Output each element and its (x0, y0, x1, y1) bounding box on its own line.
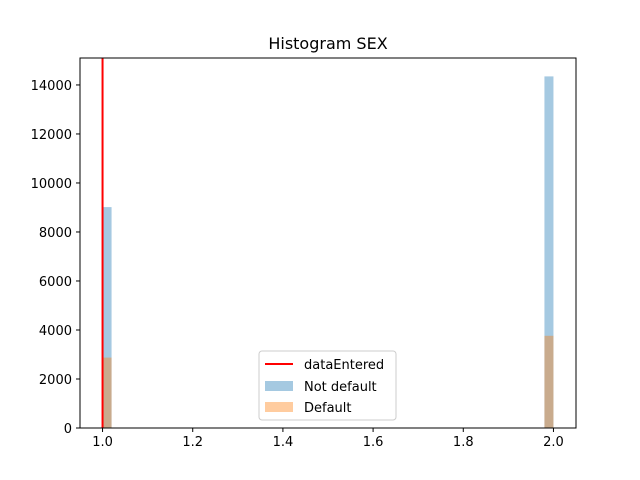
bars-layer (102, 76, 554, 429)
legend-label-data-entered: dataEntered (304, 358, 384, 373)
y-tick-label: 0 (64, 422, 72, 437)
histogram-bar-default-1 (544, 335, 554, 428)
y-tick-label: 4000 (39, 324, 72, 339)
legend-box (258, 350, 397, 421)
x-tick-label: 1.4 (273, 435, 294, 450)
histogram-bar-default-0 (102, 357, 112, 428)
y-axis: 0 2000 4000 6000 8000 10000 12000 14000 (31, 79, 80, 437)
legend-label-default: Default (304, 401, 352, 416)
legend: dataEntered Not default Default (258, 350, 397, 421)
y-tick-label: 10000 (31, 177, 72, 192)
legend-swatch-default (265, 402, 293, 412)
x-axis: 1.0 1.2 1.4 1.6 1.8 2.0 (92, 428, 564, 450)
y-tick-label: 14000 (31, 79, 72, 94)
y-tick-label: 2000 (39, 373, 72, 388)
x-tick-label: 1.0 (92, 435, 113, 450)
histogram-bar-not-default-1 (544, 76, 554, 429)
x-tick-label: 1.6 (363, 435, 384, 450)
chart-title: Histogram SEX (268, 34, 387, 53)
histogram-bar-not-default-0 (102, 207, 112, 428)
y-tick-label: 8000 (39, 226, 72, 241)
y-tick-label: 12000 (31, 128, 72, 143)
x-tick-label: 1.8 (453, 435, 474, 450)
legend-swatch-not-default (265, 381, 293, 391)
x-tick-label: 2.0 (543, 435, 564, 450)
x-tick-label: 1.2 (182, 435, 203, 450)
legend-label-not-default: Not default (304, 380, 377, 395)
y-tick-label: 6000 (39, 275, 72, 290)
plot-frame (79, 57, 577, 429)
